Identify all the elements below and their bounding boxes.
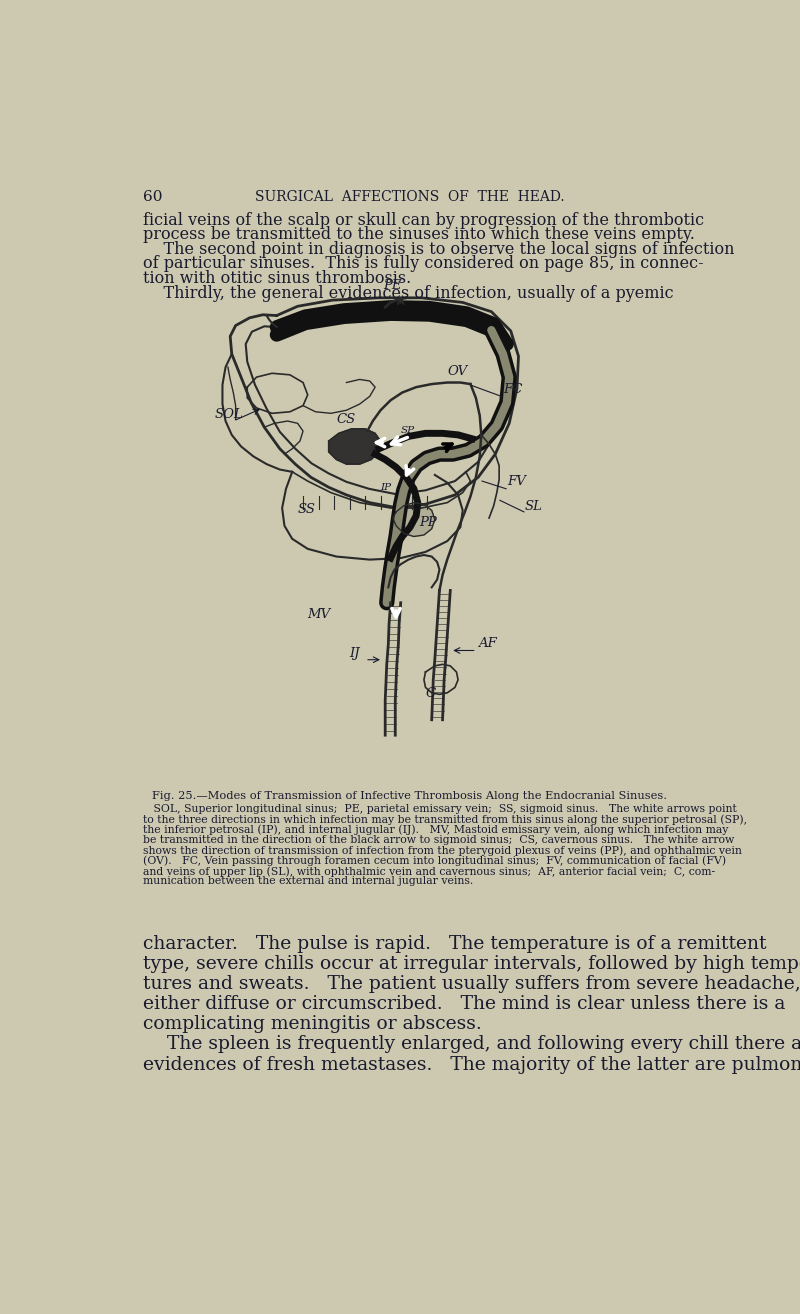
Text: shows the direction of transmission of infection from the pterygoid plexus of ve: shows the direction of transmission of i…: [142, 845, 742, 855]
Text: PE: PE: [384, 279, 402, 292]
Text: MV: MV: [308, 608, 331, 622]
Polygon shape: [393, 503, 435, 536]
Text: tion with otitic sinus thrombosis.: tion with otitic sinus thrombosis.: [142, 271, 411, 286]
Text: FC: FC: [503, 382, 522, 396]
Text: of particular sinuses.  This is fully considered on page 85, in connec-: of particular sinuses. This is fully con…: [142, 255, 703, 272]
Text: AF: AF: [478, 636, 497, 649]
Text: C: C: [426, 687, 436, 699]
Text: Thirdly, the general evidences of infection, usually of a pyemic: Thirdly, the general evidences of infect…: [142, 285, 674, 302]
Text: complicating meningitis or abscess.: complicating meningitis or abscess.: [142, 1016, 482, 1033]
Text: munication between the external and internal jugular veins.: munication between the external and inte…: [142, 876, 473, 887]
Text: CS: CS: [336, 414, 356, 426]
Text: Fig. 25.—Modes of Transmission of Infective Thrombosis Along the Endocranial Sin: Fig. 25.—Modes of Transmission of Infect…: [153, 791, 667, 800]
Text: FV: FV: [507, 474, 526, 487]
Text: tures and sweats.   The patient usually suffers from severe headache,: tures and sweats. The patient usually su…: [142, 975, 800, 993]
Polygon shape: [277, 307, 507, 348]
Text: The spleen is frequently enlarged, and following every chill there are: The spleen is frequently enlarged, and f…: [142, 1035, 800, 1054]
Text: SS: SS: [298, 503, 316, 516]
Text: to the three directions in which infection may be transmitted from this sinus al: to the three directions in which infecti…: [142, 815, 746, 825]
Text: evidences of fresh metastases.   The majority of the latter are pulmonary,: evidences of fresh metastases. The major…: [142, 1055, 800, 1074]
Text: IJ: IJ: [350, 646, 360, 660]
Text: SOL: SOL: [214, 407, 243, 420]
Text: PP: PP: [419, 515, 437, 528]
Text: the inferior petrosal (IP), and internal jugular (IJ).   MV, Mastoid emissary ve: the inferior petrosal (IP), and internal…: [142, 824, 728, 836]
Text: SOL, Superior longitudinal sinus;  PE, parietal emissary vein;  SS, sigmoid sinu: SOL, Superior longitudinal sinus; PE, pa…: [142, 804, 736, 813]
Text: The second point in diagnosis is to observe the local signs of infection: The second point in diagnosis is to obse…: [142, 240, 734, 258]
Text: SL: SL: [525, 501, 542, 514]
Text: type, severe chills occur at irregular intervals, followed by high tempera-: type, severe chills occur at irregular i…: [142, 955, 800, 974]
Text: either diffuse or circumscribed.   The mind is clear unless there is a: either diffuse or circumscribed. The min…: [142, 996, 785, 1013]
Text: IP: IP: [381, 484, 392, 493]
Text: 60: 60: [142, 191, 162, 204]
Text: character.   The pulse is rapid.   The temperature is of a remittent: character. The pulse is rapid. The tempe…: [142, 936, 766, 954]
Text: OV: OV: [447, 365, 467, 378]
Text: be transmitted in the direction of the black arrow to sigmoid sinus;  CS, cavern: be transmitted in the direction of the b…: [142, 834, 734, 845]
Text: SP: SP: [401, 426, 415, 435]
Text: process be transmitted to the sinuses into which these veins empty.: process be transmitted to the sinuses in…: [142, 226, 694, 243]
Polygon shape: [329, 428, 381, 464]
Text: ficial veins of the scalp or skull can by progression of the thrombotic: ficial veins of the scalp or skull can b…: [142, 212, 704, 229]
Text: SURGICAL  AFFECTIONS  OF  THE  HEAD.: SURGICAL AFFECTIONS OF THE HEAD.: [255, 191, 565, 204]
Text: and veins of upper lip (SL), with ophthalmic vein and cavernous sinus;  AF, ante: and veins of upper lip (SL), with ophtha…: [142, 866, 714, 876]
Text: (OV).   FC, Vein passing through foramen cecum into longitudinal sinus;  FV, com: (OV). FC, Vein passing through foramen c…: [142, 855, 726, 866]
